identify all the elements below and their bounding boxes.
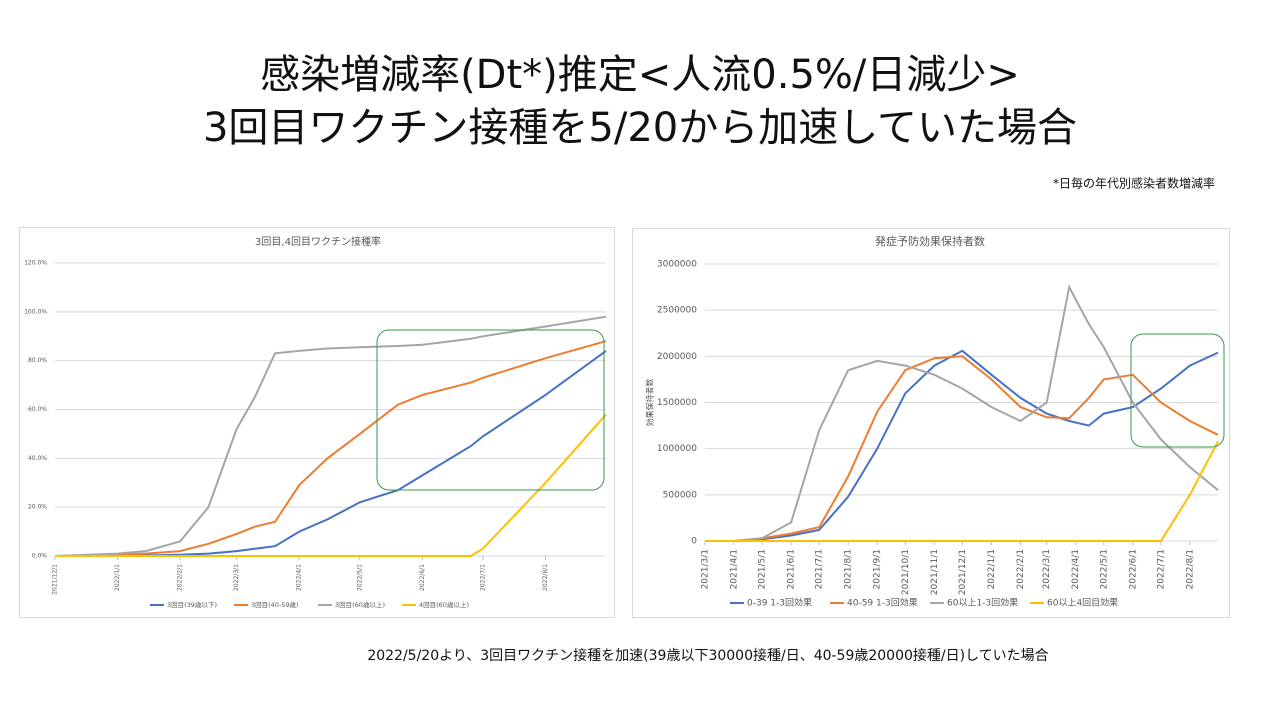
legend-label: 3回目(60歳以上) [335, 600, 385, 609]
x-tick-label: 2022/2/1 [1016, 549, 1026, 589]
x-tick-label: 2021/9/1 [873, 549, 883, 589]
y-tick-label: 1000000 [657, 444, 697, 454]
y-tick-label: 100.0% [24, 308, 47, 315]
y-tick-label: 80.0% [28, 357, 47, 364]
x-tick-label: 2022/8/1 [1185, 549, 1195, 589]
series-line [705, 349, 1219, 542]
x-tick-label: 2021/12/1 [52, 564, 59, 595]
legend-label: 60以上4回目効果 [1047, 597, 1118, 609]
chart-title: 発症予防効果保持者数 [875, 234, 985, 248]
x-tick-label: 2021/10/1 [901, 549, 911, 595]
chart-frame [19, 227, 615, 618]
footer: 2022/5/20より、3回目ワクチン接種を加速(39歳以下30000接種/日、… [367, 647, 1048, 664]
legend-label: 60以上1-3回効果 [947, 597, 1018, 609]
y-tick-label: 20.0% [28, 504, 47, 511]
legend-label: 3回目(39歳以下) [167, 600, 217, 609]
series-line [55, 350, 607, 557]
series-line [54, 340, 607, 557]
series-line [55, 413, 607, 557]
x-tick-label: 2022/5/1 [356, 564, 363, 591]
legend-label: 40-59 1-3回効果 [847, 597, 918, 609]
x-tick-label: 2022/8/1 [542, 564, 549, 591]
x-tick-label: 2021/7/1 [815, 549, 825, 589]
y-tick-label: 500000 [663, 490, 698, 500]
series-line [705, 355, 1219, 542]
x-tick-label: 2021/3/1 [701, 549, 711, 589]
chart-title: 3回目,4回目ワクチン接種率 [255, 235, 381, 248]
x-tick-label: 2022/6/1 [1128, 549, 1138, 589]
x-tick-label: 2022/6/1 [419, 564, 426, 591]
y-axis-label: 効果保持者数 [645, 379, 655, 427]
x-tick-label: 2021/12/1 [958, 549, 968, 595]
x-tick-label: 2022/7/1 [1156, 549, 1166, 589]
x-tick-label: 2022/4/1 [296, 564, 303, 591]
note: *日毎の年代別感染者数増減率 [1053, 176, 1215, 191]
highlight-box [1130, 333, 1225, 448]
x-tick-label: 2021/11/1 [930, 549, 940, 595]
x-tick-label: 2021/5/1 [758, 549, 768, 589]
y-tick-label: 2500000 [657, 306, 697, 316]
legend-label: 3回目(40-59歳) [251, 600, 299, 609]
x-tick-label: 2022/7/1 [479, 564, 486, 591]
series-line [54, 315, 607, 557]
x-tick-label: 2022/2/1 [177, 564, 184, 591]
x-tick-label: 2022/3/1 [233, 564, 240, 591]
slide-title: 感染増減率(Dt*)推定<人流0.5%/日減少> [260, 52, 1020, 98]
y-tick-label: 40.0% [28, 455, 47, 462]
y-tick-label: 2000000 [657, 352, 697, 362]
x-tick-label: 2022/1/1 [987, 549, 997, 589]
y-tick-label: 60.0% [28, 406, 47, 413]
x-tick-label: 2022/1/1 [114, 564, 121, 591]
x-tick-label: 2022/5/1 [1099, 549, 1109, 589]
y-tick-label: 0 [691, 537, 697, 547]
slide-title: 3回目ワクチン接種を5/20から加速していた場合 [203, 105, 1077, 151]
chart-frame [632, 228, 1230, 618]
legend-label: 4回目(60歳以上) [419, 600, 469, 609]
x-tick-label: 2022/4/1 [1071, 549, 1081, 589]
x-tick-label: 2021/6/1 [787, 549, 797, 589]
x-tick-label: 2021/4/1 [730, 549, 740, 589]
y-tick-label: 120.0% [24, 260, 47, 267]
series-line [705, 440, 1219, 542]
y-tick-label: 1500000 [657, 398, 697, 408]
legend-label: 0-39 1-3回効果 [747, 597, 812, 609]
y-tick-label: 0.0% [32, 553, 48, 560]
highlight-box [376, 329, 605, 491]
series-line [705, 284, 1219, 542]
x-tick-label: 2021/8/1 [844, 549, 854, 589]
x-tick-label: 2022/3/1 [1042, 549, 1052, 589]
y-tick-label: 3000000 [657, 260, 697, 270]
